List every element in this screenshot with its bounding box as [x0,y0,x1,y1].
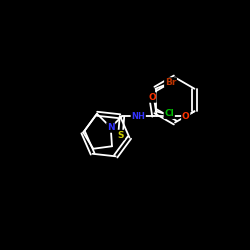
Text: Br: Br [165,78,176,87]
Text: N: N [107,123,114,132]
Text: Cl: Cl [164,109,174,118]
Text: NH: NH [131,112,145,121]
Text: O: O [182,112,190,121]
Text: O: O [148,93,156,102]
Text: S: S [118,130,124,140]
